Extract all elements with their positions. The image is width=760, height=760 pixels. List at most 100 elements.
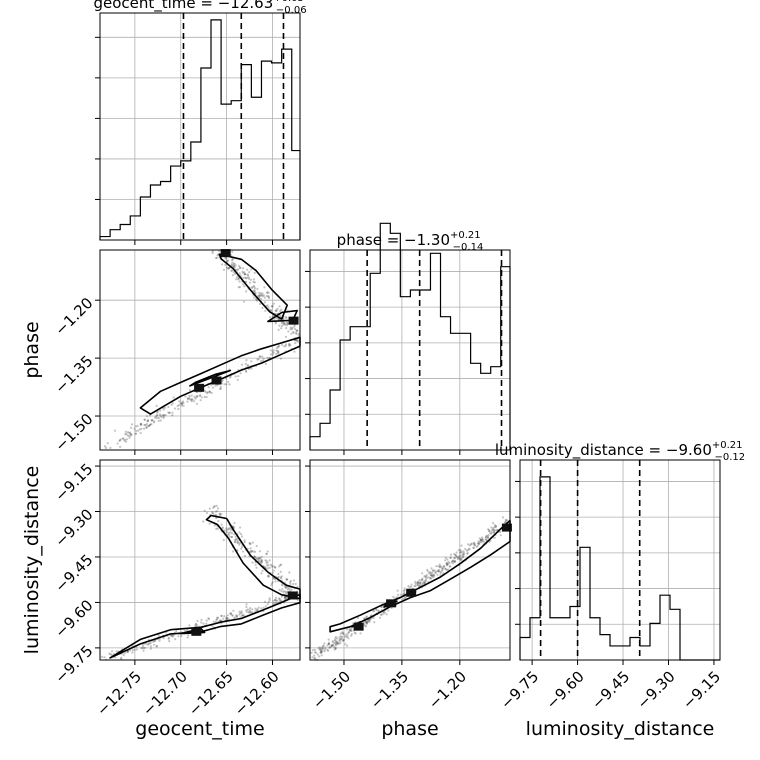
sample-point — [158, 413, 161, 416]
sample-point — [206, 391, 209, 394]
sample-point — [479, 538, 483, 542]
sample-point — [246, 364, 249, 367]
density-peak — [287, 591, 298, 600]
sample-point — [240, 611, 243, 614]
sample-point — [495, 525, 498, 528]
sample-point — [319, 647, 322, 650]
sample-point — [239, 372, 242, 375]
x-tick-label-geocent_time: −12.65 — [185, 668, 237, 720]
sample-point — [222, 538, 225, 542]
sample-point — [343, 638, 346, 641]
sample-point — [293, 327, 297, 331]
sample-point — [253, 286, 256, 289]
contour-geocent_time-phase-2 — [189, 369, 232, 387]
sample-point — [256, 287, 259, 290]
x-tick-label-luminosity_distance: −9.15 — [679, 668, 724, 713]
sample-point — [148, 642, 151, 645]
sample-point — [373, 609, 376, 613]
sample-point — [260, 355, 264, 358]
sample-point — [252, 278, 256, 281]
sample-point — [251, 561, 254, 564]
sample-point — [217, 519, 220, 523]
x-tick-label-luminosity_distance: −9.30 — [634, 668, 679, 713]
sample-point — [236, 268, 239, 272]
sample-point — [225, 618, 228, 621]
sample-point — [340, 637, 343, 640]
sample-point — [126, 651, 129, 654]
sample-point — [255, 298, 258, 301]
sample-point — [456, 557, 459, 561]
sample-point — [348, 627, 351, 631]
sample-point — [334, 646, 337, 650]
panel-frames — [95, 12, 721, 665]
sample-point — [237, 278, 240, 281]
sample-point — [335, 643, 338, 646]
sample-point — [501, 516, 504, 519]
sample-point — [461, 556, 464, 559]
sample-point — [214, 620, 217, 624]
sample-point — [460, 544, 463, 547]
sample-point — [244, 369, 247, 372]
sample-point — [396, 593, 399, 596]
sample-point — [274, 601, 277, 605]
sample-point — [341, 632, 344, 635]
sample-point — [461, 553, 464, 556]
sample-point — [380, 606, 383, 609]
sample-point — [257, 560, 260, 563]
sample-point — [404, 596, 407, 599]
sample-point — [212, 506, 215, 509]
sample-point — [336, 642, 339, 645]
title-median: −12.63 — [218, 0, 274, 12]
sample-point — [231, 550, 235, 553]
sample-point — [141, 647, 144, 650]
sample-point — [230, 269, 233, 272]
sample-point — [455, 551, 458, 554]
sample-point — [128, 434, 131, 437]
sample-point — [296, 340, 299, 343]
sample-point — [286, 323, 289, 326]
sample-point — [282, 323, 285, 326]
sample-point — [247, 611, 250, 614]
sample-point — [446, 564, 449, 567]
sample-point — [146, 643, 150, 646]
sample-point — [151, 640, 155, 643]
sample-point — [269, 563, 272, 566]
sample-point — [425, 577, 428, 580]
sample-point — [487, 528, 491, 532]
sample-point — [266, 550, 269, 553]
sample-point — [271, 350, 274, 353]
sample-point — [146, 425, 149, 428]
sample-point — [226, 533, 229, 536]
sample-point — [188, 394, 191, 398]
sample-point — [431, 571, 434, 575]
sample-point — [162, 637, 165, 640]
sample-point — [487, 536, 490, 539]
sample-point — [438, 563, 441, 566]
sample-point — [229, 375, 232, 378]
sample-point — [225, 383, 228, 386]
sample-point — [495, 529, 498, 532]
sample-point — [323, 642, 326, 645]
sample-point — [200, 618, 203, 622]
sample-point — [249, 550, 252, 553]
sample-point — [284, 323, 287, 326]
sample-point — [268, 597, 271, 600]
sample-point — [416, 580, 420, 583]
sample-point — [266, 304, 269, 307]
sample-point — [315, 651, 318, 654]
title-plus-error: +0.05 — [273, 0, 304, 4]
sample-point — [440, 567, 443, 570]
sample-point — [286, 322, 289, 325]
sample-point — [444, 559, 447, 562]
sample-point — [258, 556, 261, 560]
sample-point — [251, 285, 254, 289]
sample-point — [478, 542, 481, 545]
sample-point — [234, 264, 237, 267]
sample-point — [421, 577, 424, 580]
sample-point — [365, 621, 368, 624]
sample-point — [227, 380, 230, 383]
sample-point — [255, 609, 259, 612]
sample-point — [233, 617, 236, 620]
sample-point — [264, 605, 267, 608]
sample-point — [211, 510, 214, 513]
